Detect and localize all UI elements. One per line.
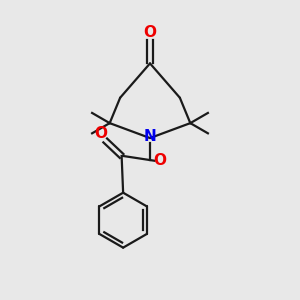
Text: O: O	[143, 25, 157, 40]
Text: O: O	[153, 153, 166, 168]
Text: N: N	[144, 129, 156, 144]
Text: O: O	[94, 126, 107, 141]
